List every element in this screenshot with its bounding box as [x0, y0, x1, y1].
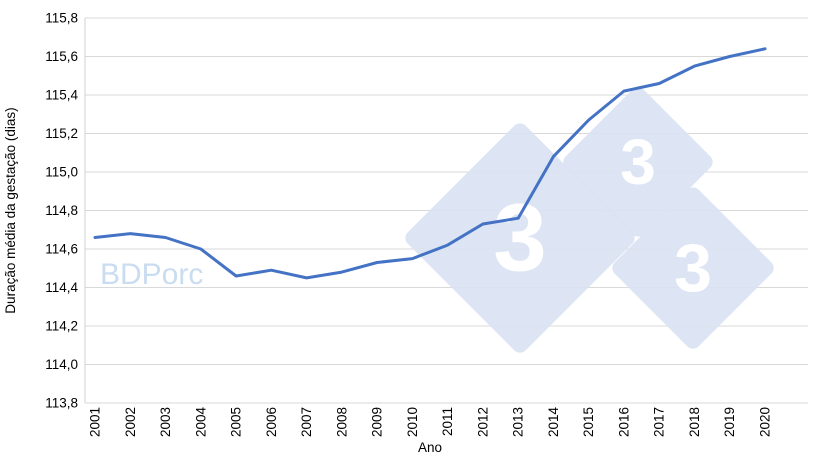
series-line: [93, 47, 767, 280]
watermark-diamond: [612, 187, 774, 349]
x-axis-tick-label: 2010: [405, 407, 420, 437]
x-axis-tick-label: 2001: [88, 407, 103, 437]
y-axis-tick-label: 115,2: [45, 126, 78, 141]
x-axis-tick-label: 2015: [581, 407, 596, 437]
x-axis-tick-label: 2012: [475, 407, 490, 437]
x-axis-tick-label: 2020: [758, 407, 773, 437]
x-axis-tick-label: 2005: [229, 407, 244, 437]
y-axis-tick-label: 114,0: [45, 357, 78, 372]
y-axis-tick-label: 115,8: [45, 11, 78, 26]
y-axis-title: Duração média da gestação (dias): [3, 107, 18, 313]
y-axis-tick-label: 114,2: [45, 319, 78, 334]
y-axis-tick-label: 114,8: [45, 203, 78, 218]
y-axis-tick-label: 115,0: [45, 165, 78, 180]
x-axis-tick-label: 2013: [511, 407, 526, 437]
y-axis-tick-label: 114,4: [45, 280, 78, 295]
x-axis-tick-label: 2011: [440, 407, 455, 436]
x-axis-tick-label: 2009: [370, 407, 385, 437]
watermark-diamond-shape: [563, 87, 713, 237]
watermark-glyph: 3: [620, 126, 656, 198]
x-axis-tick-label: 2004: [193, 407, 208, 438]
watermark-diamond-shape: [405, 123, 635, 353]
watermark-diamond-shape: [612, 187, 774, 349]
y-axis-tick-label: 115,4: [45, 88, 78, 103]
brand-watermark: BDPorc: [100, 258, 203, 291]
x-axis-tick-label: 2018: [687, 407, 702, 437]
x-axis-tick-label: 2002: [123, 407, 138, 437]
x-axis-tick-label: 2008: [334, 407, 349, 437]
y-axis-tick-label: 115,6: [45, 49, 78, 64]
watermark-glyph: 3: [493, 185, 546, 292]
x-axis-tick-label: 2006: [264, 407, 279, 437]
x-axis-tick-label: 2019: [722, 407, 737, 437]
watermark-glyph: 3: [674, 230, 712, 306]
x-axis-tick-label: 2016: [616, 407, 631, 437]
x-axis-tick-label: 2003: [158, 407, 173, 437]
y-axis-tick-label: 114,6: [45, 242, 78, 257]
watermark-diamond: [563, 87, 713, 237]
x-axis-title: Ano: [418, 440, 442, 455]
x-axis-tick-label: 2017: [652, 407, 667, 437]
watermark-diamond: [405, 123, 635, 353]
x-axis-tick-label: 2014: [546, 407, 561, 438]
y-axis-tick-label: 113,8: [45, 396, 78, 411]
x-axis-tick-label: 2007: [299, 407, 314, 437]
